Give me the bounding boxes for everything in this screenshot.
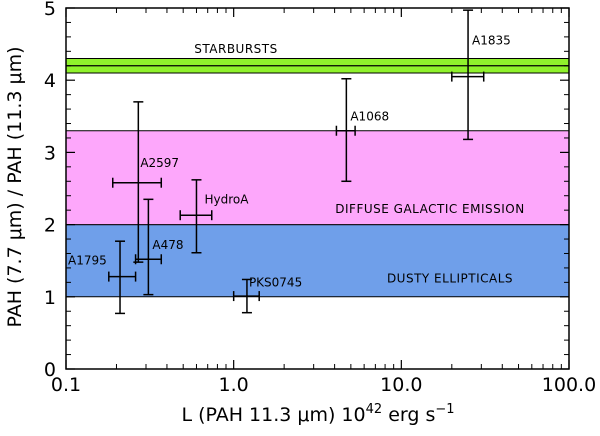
point-label-pks0745: PKS0745 (249, 275, 302, 289)
plot-frame (65, 7, 570, 370)
point-label-a1068: A1068 (350, 109, 389, 123)
point-a1068: A1068 (335, 78, 389, 183)
y-tick-label: 4 (44, 70, 56, 92)
y-tick-label: 3 (44, 142, 56, 164)
band-label-dusty-ellipticals: DUSTY ELLIPTICALS (387, 271, 513, 285)
band-diffuse-galactic-emission (66, 130, 569, 225)
tick-labels: 0.1 1.0 10.0 100.0 0 1 2 3 4 5 (44, 0, 596, 396)
point-label-hydroa: HydroA (204, 192, 249, 206)
point-a478: A478 (134, 198, 184, 296)
x-tick-label: 0.1 (51, 374, 81, 396)
x-tick-label: 1.0 (219, 374, 249, 396)
bands-layer: DUSTY ELLIPTICALS DIFFUSE GALACTIC EMISSI… (66, 42, 569, 298)
tick-marks (65, 7, 570, 370)
band-label-starbursts: STARBURSTS (194, 42, 277, 56)
point-label-a478: A478 (152, 238, 183, 252)
x-axis-title: L (PAH 11.3 μm) 1042 erg s−1 (181, 402, 454, 426)
point-label-a1835: A1835 (472, 33, 511, 47)
y-tick-label: 1 (44, 287, 56, 309)
point-hydroa: HydroA (179, 179, 249, 254)
y-axis-title: PAH (7.7 μm) / PAH (11.3 μm) (4, 46, 26, 327)
band-label-diffuse-galactic-emission: DIFFUSE GALACTIC EMISSION (335, 202, 524, 216)
point-label-a2597: A2597 (140, 156, 179, 170)
y-tick-label: 5 (44, 0, 56, 20)
x-tick-label: 100.0 (542, 374, 596, 396)
y-tick-label: 0 (44, 359, 56, 381)
data-points: A1835 A1068 A2597 HydroA A478 A1795 PKS0745 (68, 9, 511, 315)
point-pks0745: PKS0745 (232, 275, 302, 314)
point-a1795: A1795 (68, 240, 137, 315)
band-dusty-ellipticals (66, 224, 569, 297)
y-tick-label: 2 (44, 215, 56, 237)
point-label-a1795: A1795 (68, 254, 107, 268)
point-a2597: A2597 (111, 101, 179, 263)
x-tick-label: 10.0 (380, 374, 422, 396)
point-a1835: A1835 (451, 9, 511, 141)
